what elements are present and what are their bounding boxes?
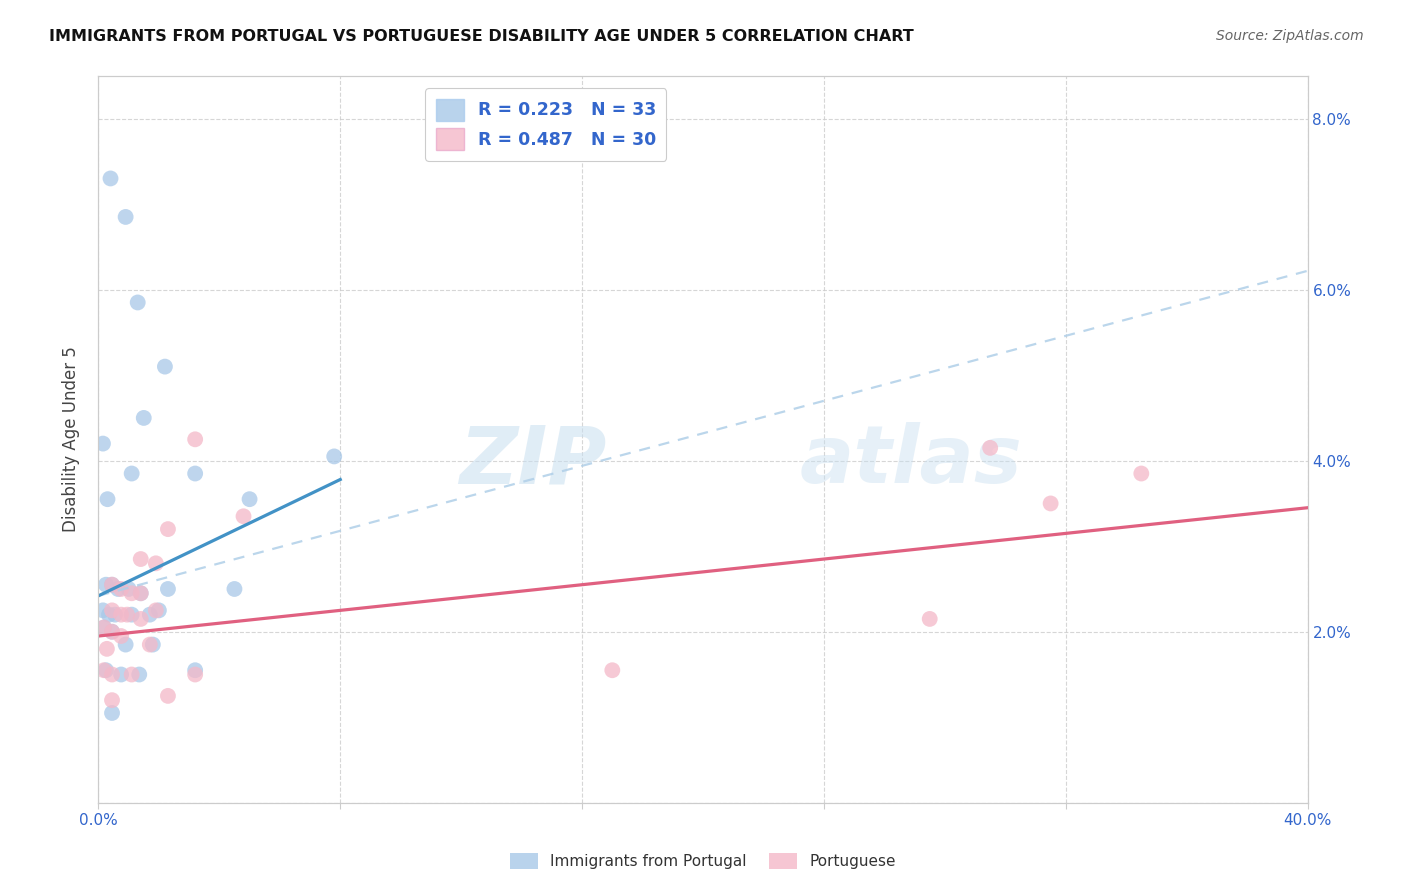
Point (114, 638, 136, 652)
Point (100, 171, 122, 186)
Point (145, 557, 167, 571)
Point (115, 607, 138, 622)
Point (96, 641, 118, 656)
Point (129, 612, 152, 626)
Point (101, 624, 124, 639)
Point (139, 607, 162, 622)
Point (101, 667, 124, 681)
Point (121, 667, 143, 681)
Point (114, 210, 136, 224)
Point (139, 638, 162, 652)
Point (118, 582, 141, 596)
Point (145, 603, 167, 617)
Y-axis label: Disability Age Under 5: Disability Age Under 5 (62, 346, 80, 533)
Point (184, 467, 207, 481)
Point (224, 582, 246, 596)
Point (94, 578, 117, 592)
Point (101, 624, 124, 639)
Text: Source: ZipAtlas.com: Source: ZipAtlas.com (1216, 29, 1364, 44)
Point (129, 586, 152, 600)
Point (96, 492, 118, 507)
Text: IMMIGRANTS FROM PORTUGAL VS PORTUGUESE DISABILITY AGE UNDER 5 CORRELATION CHART: IMMIGRANTS FROM PORTUGAL VS PORTUGUESE D… (49, 29, 914, 45)
Point (602, 663, 624, 677)
Point (110, 629, 132, 643)
Legend: Immigrants from Portugal, Portuguese: Immigrants from Portugal, Portuguese (505, 847, 901, 875)
Point (184, 663, 207, 677)
Point (121, 607, 143, 622)
Point (129, 552, 152, 566)
Point (153, 359, 176, 374)
Point (121, 586, 143, 600)
Point (142, 638, 165, 652)
Point (101, 578, 124, 592)
Point (91, 436, 114, 450)
Point (323, 450, 346, 464)
Point (107, 582, 129, 596)
Point (101, 693, 124, 707)
Point (104, 607, 127, 622)
Point (979, 441, 1001, 455)
Text: atlas: atlas (800, 422, 1022, 500)
Point (156, 522, 179, 536)
Point (1130, 467, 1153, 481)
Point (239, 492, 262, 507)
Point (101, 706, 124, 720)
Point (93, 620, 115, 634)
Point (184, 432, 207, 446)
Point (101, 603, 124, 617)
Text: ZIP: ZIP (458, 422, 606, 500)
Point (110, 582, 132, 596)
Point (110, 667, 132, 681)
Point (91, 603, 114, 617)
Point (156, 582, 179, 596)
Point (121, 467, 143, 481)
Point (1039, 496, 1062, 510)
Legend: R = 0.223   N = 33, R = 0.487   N = 30: R = 0.223 N = 33, R = 0.487 N = 30 (426, 88, 666, 161)
Point (101, 578, 124, 592)
Point (148, 603, 170, 617)
Point (127, 295, 149, 310)
Point (93, 663, 115, 677)
Point (156, 689, 179, 703)
Point (918, 612, 941, 626)
Point (98, 607, 121, 622)
Point (129, 586, 152, 600)
Point (232, 509, 254, 524)
Point (184, 667, 207, 681)
Point (93, 620, 115, 634)
Point (94, 663, 117, 677)
Point (110, 607, 132, 622)
Point (132, 411, 155, 425)
Point (128, 667, 150, 681)
